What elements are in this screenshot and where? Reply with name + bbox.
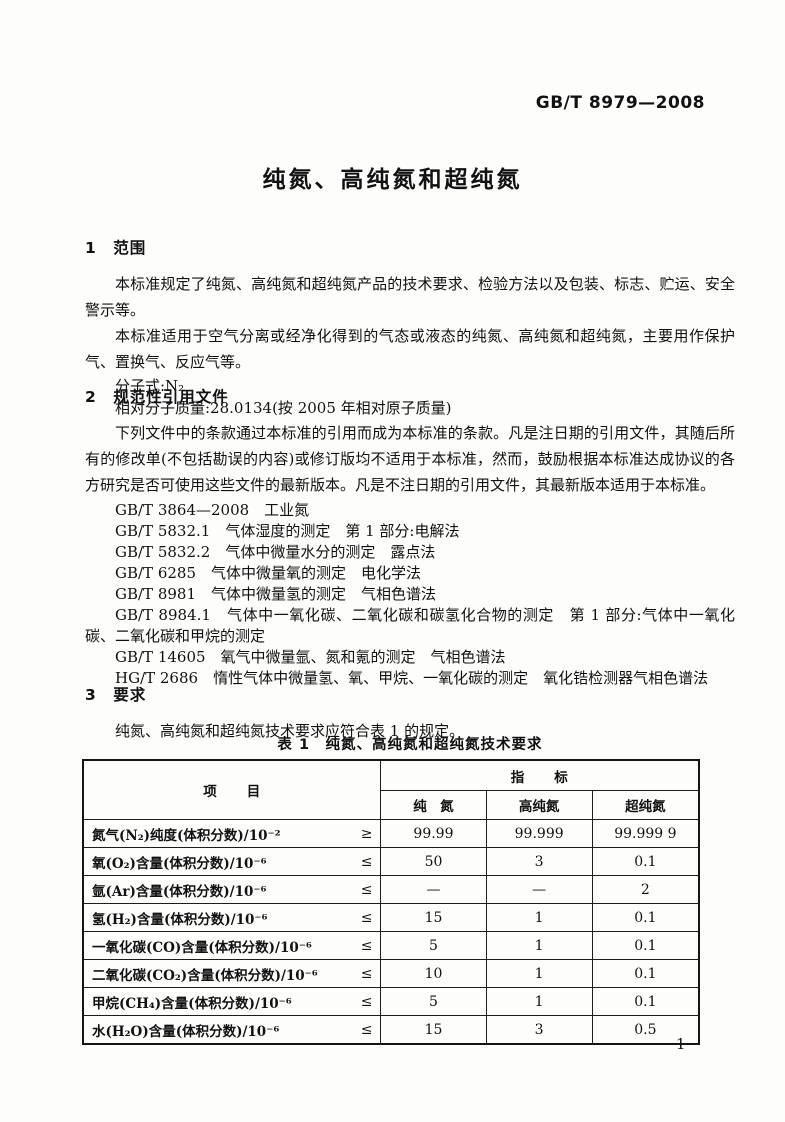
item-cell: 甲烷(CH₄)含量(体积分数)/10⁻⁶ ≤ bbox=[82, 987, 382, 1016]
reference-item: GB/T 6285 气体中微量氧的测定 电化学法 bbox=[115, 564, 422, 582]
references-list: GB/T 3864—2008 工业氮 GB/T 5832.1 气体湿度的测定 第 … bbox=[85, 500, 735, 689]
comparison-operator: ≤ bbox=[360, 853, 373, 870]
value-cell: 1 bbox=[485, 931, 593, 960]
value-cell: 2 bbox=[591, 875, 700, 904]
molecular-formula: 分子式:N₂ bbox=[115, 377, 185, 395]
table-row: 氧(O₂)含量(体积分数)/10⁻⁶ ≤50 3 0.1 bbox=[82, 847, 700, 876]
value-cell: 15 bbox=[380, 1015, 487, 1045]
value-cell: 0.5 bbox=[591, 1015, 700, 1045]
requirements-table-block: 表 1 纯氮、高纯氮和超纯氮技术要求 项 目 指 标 纯 氮高纯氮 超纯氮 氮气(… bbox=[82, 733, 735, 1045]
comparison-operator: ≤ bbox=[360, 909, 373, 926]
comparison-operator: ≤ bbox=[360, 965, 373, 982]
index-group-header: 指 标 bbox=[380, 759, 700, 791]
item-cell: 氢(H₂)含量(体积分数)/10⁻⁶ ≤ bbox=[82, 903, 382, 932]
comparison-operator: ≥ bbox=[360, 825, 373, 842]
table-row: 水(H₂O)含量(体积分数)/10⁻⁶ ≤15 3 0.5 bbox=[82, 1015, 700, 1045]
table-row: 氩(Ar)含量(体积分数)/10⁻⁶ ≤ — —2 bbox=[82, 875, 700, 904]
comparison-operator: ≤ bbox=[360, 993, 373, 1010]
item-label: 水(H₂O)含量(体积分数)/10⁻⁶ bbox=[92, 1023, 280, 1040]
item-label: 甲烷(CH₄)含量(体积分数)/10⁻⁶ bbox=[92, 995, 292, 1012]
reference-item: GB/T 8984.1 气体中一氧化碳、二氧化碳和碳氢化合物的测定 第 1 部分… bbox=[85, 606, 735, 645]
scope-paragraph-1: 本标准规定了纯氮、高纯氮和超纯氮产品的技术要求、检验方法以及包装、标志、贮运、安… bbox=[85, 275, 735, 319]
section-normative-references: 2 规范性引用文件 下列文件中的条款通过本标准的引用而成为本标准的条款。凡是注日… bbox=[85, 385, 735, 689]
value-cell: 1 bbox=[485, 959, 593, 988]
value-cell: 0.1 bbox=[591, 931, 700, 960]
reference-item: GB/T 5832.1 气体湿度的测定 第 1 部分:电解法 bbox=[115, 522, 460, 540]
item-label: 氧(O₂)含量(体积分数)/10⁻⁶ bbox=[92, 855, 267, 872]
value-cell: 5 bbox=[380, 931, 487, 960]
item-cell: 一氧化碳(CO)含量(体积分数)/10⁻⁶ ≤ bbox=[82, 931, 382, 960]
table-row: 氮气(N₂)纯度(体积分数)/10⁻² ≥99.99 99.999 99.999 9 bbox=[82, 819, 700, 848]
requirements-paragraph: 纯氮、高纯氮和超纯氮技术要求应符合表 1 的规定。 bbox=[115, 722, 465, 740]
value-cell: 3 bbox=[485, 1015, 593, 1045]
item-label: 氢(H₂)含量(体积分数)/10⁻⁶ bbox=[92, 911, 268, 928]
item-label: 氩(Ar)含量(体积分数)/10⁻⁶ bbox=[92, 883, 267, 900]
item-cell: 水(H₂O)含量(体积分数)/10⁻⁶ ≤ bbox=[82, 1015, 382, 1045]
grade-column-header: 超纯氮 bbox=[591, 790, 700, 820]
section-requirements: 3 要求 纯氮、高纯氮和超纯氮技术要求应符合表 1 的规定。 bbox=[85, 683, 735, 744]
section-scope: 1 范围 本标准规定了纯氮、高纯氮和超纯氮产品的技术要求、检验方法以及包装、标志… bbox=[85, 236, 735, 419]
item-cell: 氧(O₂)含量(体积分数)/10⁻⁶ ≤ bbox=[82, 847, 382, 876]
references-intro-paragraph: 下列文件中的条款通过本标准的引用而成为本标准的条款。凡是注日期的引用文件，其随后… bbox=[85, 424, 735, 494]
item-label: 一氧化碳(CO)含量(体积分数)/10⁻⁶ bbox=[92, 939, 312, 956]
comparison-operator: ≤ bbox=[360, 1021, 373, 1038]
item-cell: 氩(Ar)含量(体积分数)/10⁻⁶ ≤ bbox=[82, 875, 382, 904]
table-row: 一氧化碳(CO)含量(体积分数)/10⁻⁶ ≤5 1 0.1 bbox=[82, 931, 700, 960]
table-row: 二氧化碳(CO₂)含量(体积分数)/10⁻⁶ ≤10 1 0.1 bbox=[82, 959, 700, 988]
value-cell: — bbox=[485, 875, 593, 904]
table-row: 氢(H₂)含量(体积分数)/10⁻⁶ ≤15 1 0.1 bbox=[82, 903, 700, 932]
value-cell: 50 bbox=[380, 847, 487, 876]
value-cell: 1 bbox=[485, 903, 593, 932]
value-cell: 15 bbox=[380, 903, 487, 932]
relative-molecular-mass: 相对分子质量:28.0134(按 2005 年相对原子质量) bbox=[115, 399, 452, 417]
value-cell: 5 bbox=[380, 987, 487, 1016]
document-title: 纯氮、高纯氮和超纯氮 bbox=[262, 167, 523, 193]
reference-item: GB/T 14605 氧气中微量氩、氮和氪的测定 气相色谱法 bbox=[115, 648, 506, 666]
value-cell: 0.1 bbox=[591, 903, 700, 932]
reference-item: GB/T 3864—2008 工业氮 bbox=[115, 501, 310, 519]
grade-column-header: 高纯氮 bbox=[485, 790, 593, 820]
value-cell: 0.1 bbox=[591, 847, 700, 876]
value-cell: 99.99 bbox=[380, 819, 487, 848]
section-2-heading: 2 规范性引用文件 bbox=[85, 388, 229, 406]
table-caption: 表 1 纯氮、高纯氮和超纯氮技术要求 bbox=[277, 737, 543, 753]
item-label: 二氧化碳(CO₂)含量(体积分数)/10⁻⁶ bbox=[92, 967, 318, 984]
page-number: 1 bbox=[676, 1035, 686, 1053]
value-cell: 0.1 bbox=[591, 987, 700, 1016]
item-column-header: 项 目 bbox=[82, 759, 382, 820]
value-cell: 3 bbox=[485, 847, 593, 876]
value-cell: 10 bbox=[380, 959, 487, 988]
value-cell: 1 bbox=[485, 987, 593, 1016]
item-label: 氮气(N₂)纯度(体积分数)/10⁻² bbox=[92, 827, 281, 844]
table-header-row: 项 目 指 标 bbox=[82, 759, 700, 820]
grade-column-header: 纯 氮 bbox=[380, 790, 487, 820]
value-cell: 99.999 bbox=[485, 819, 593, 848]
comparison-operator: ≤ bbox=[360, 881, 373, 898]
value-cell: — bbox=[380, 875, 487, 904]
reference-item: HG/T 2686 惰性气体中微量氢、氧、甲烷、一氧化碳的测定 氧化锆检测器气相… bbox=[115, 669, 709, 687]
reference-item: GB/T 8981 气体中微量氢的测定 气相色谱法 bbox=[115, 585, 437, 603]
value-cell: 99.999 9 bbox=[591, 819, 700, 848]
reference-item: GB/T 5832.2 气体中微量水分的测定 露点法 bbox=[115, 543, 436, 561]
section-1-heading: 1 范围 bbox=[85, 239, 147, 257]
item-cell: 二氧化碳(CO₂)含量(体积分数)/10⁻⁶ ≤ bbox=[82, 959, 382, 988]
item-cell: 氮气(N₂)纯度(体积分数)/10⁻² ≥ bbox=[82, 819, 382, 848]
table-row: 甲烷(CH₄)含量(体积分数)/10⁻⁶ ≤5 1 0.1 bbox=[82, 987, 700, 1016]
scope-paragraph-2: 本标准适用于空气分离或经净化得到的气态或液态的纯氮、高纯氮和超纯氮，主要用作保护… bbox=[85, 327, 735, 371]
standard-number: GB/T 8979—2008 bbox=[535, 93, 705, 113]
section-3-heading: 3 要求 bbox=[85, 686, 147, 704]
comparison-operator: ≤ bbox=[360, 937, 373, 954]
requirements-table: 项 目 指 标 纯 氮高纯氮 超纯氮 氮气(N₂)纯度(体积分数)/10⁻² ≥99… bbox=[82, 759, 700, 1045]
value-cell: 0.1 bbox=[591, 959, 700, 988]
